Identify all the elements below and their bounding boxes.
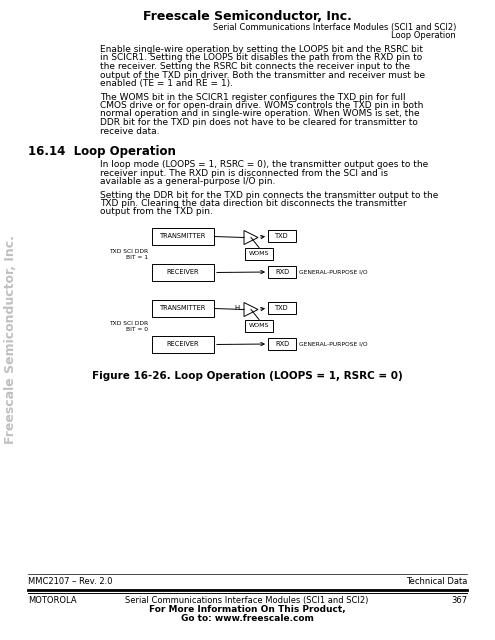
- Bar: [245, 319, 273, 332]
- Text: MOTOROLA: MOTOROLA: [28, 596, 77, 605]
- Text: TXD pin. Clearing the data direction bit disconnects the transmitter: TXD pin. Clearing the data direction bit…: [100, 199, 406, 208]
- Text: TRANSMITTER: TRANSMITTER: [160, 305, 206, 312]
- Text: receive data.: receive data.: [100, 127, 159, 136]
- Text: enabled (TE = 1 and RE = 1).: enabled (TE = 1 and RE = 1).: [100, 79, 233, 88]
- Text: Serial Communications Interface Modules (SCI1 and SCI2): Serial Communications Interface Modules …: [213, 23, 456, 32]
- Text: The WOMS bit in the SCICR1 register configures the TXD pin for full: The WOMS bit in the SCICR1 register conf…: [100, 93, 405, 102]
- Text: MMC2107 – Rev. 2.0: MMC2107 – Rev. 2.0: [28, 577, 112, 586]
- Text: output of the TXD pin driver. Both the transmitter and receiver must be: output of the TXD pin driver. Both the t…: [100, 70, 425, 79]
- Text: WOMS: WOMS: [249, 251, 269, 256]
- Text: CMOS drive or for open-drain drive. WOMS controls the TXD pin in both: CMOS drive or for open-drain drive. WOMS…: [100, 101, 423, 110]
- Text: Serial Communications Interface Modules (SCI1 and SCI2): Serial Communications Interface Modules …: [125, 596, 369, 605]
- Bar: [245, 248, 273, 259]
- Text: TXD: TXD: [275, 305, 289, 311]
- Text: RECEIVER: RECEIVER: [167, 342, 199, 348]
- Bar: [152, 336, 214, 353]
- Text: output from the TXD pin.: output from the TXD pin.: [100, 207, 213, 216]
- Text: TRANSMITTER: TRANSMITTER: [160, 234, 206, 239]
- Text: Figure 16-26. Loop Operation (LOOPS = 1, RSRC = 0): Figure 16-26. Loop Operation (LOOPS = 1,…: [92, 371, 402, 381]
- Text: DDR bit for the TXD pin does not have to be cleared for transmitter to: DDR bit for the TXD pin does not have to…: [100, 118, 418, 127]
- Text: normal operation and in single-wire operation. When WOMS is set, the: normal operation and in single-wire oper…: [100, 109, 420, 118]
- Text: receiver input. The RXD pin is disconnected from the SCI and is: receiver input. The RXD pin is disconnec…: [100, 168, 388, 177]
- Text: 16.14  Loop Operation: 16.14 Loop Operation: [28, 145, 176, 158]
- Text: Loop Operation: Loop Operation: [391, 31, 456, 40]
- Bar: [268, 338, 296, 350]
- Text: GENERAL-PURPOSE I/O: GENERAL-PURPOSE I/O: [299, 342, 368, 346]
- Text: TXD SCI DDR
BIT = 1: TXD SCI DDR BIT = 1: [109, 249, 148, 260]
- Text: RECEIVER: RECEIVER: [167, 269, 199, 275]
- Text: available as a general-purpose I/O pin.: available as a general-purpose I/O pin.: [100, 177, 275, 186]
- Text: Freescale Semiconductor, Inc.: Freescale Semiconductor, Inc.: [143, 10, 351, 23]
- Text: RXD: RXD: [275, 269, 289, 275]
- Text: WOMS: WOMS: [249, 323, 269, 328]
- Text: Technical Data: Technical Data: [405, 577, 467, 586]
- Text: 367: 367: [451, 596, 467, 605]
- Bar: [268, 266, 296, 278]
- Text: GENERAL-PURPOSE I/O: GENERAL-PURPOSE I/O: [299, 269, 368, 275]
- Bar: [268, 230, 296, 242]
- Text: For More Information On This Product,: For More Information On This Product,: [148, 605, 346, 614]
- Text: TXD SCI DDR
BIT = 0: TXD SCI DDR BIT = 0: [109, 321, 148, 332]
- Text: Enable single-wire operation by setting the LOOPS bit and the RSRC bit: Enable single-wire operation by setting …: [100, 45, 423, 54]
- Text: Setting the DDR bit for the TXD pin connects the transmitter output to the: Setting the DDR bit for the TXD pin conn…: [100, 191, 439, 200]
- Text: Go to: www.freescale.com: Go to: www.freescale.com: [181, 614, 313, 623]
- Text: TXD: TXD: [275, 233, 289, 239]
- Text: H: H: [234, 305, 240, 310]
- Bar: [152, 300, 214, 317]
- Bar: [152, 228, 214, 245]
- Text: the receiver. Setting the RSRC bit connects the receiver input to the: the receiver. Setting the RSRC bit conne…: [100, 62, 410, 71]
- Text: RXD: RXD: [275, 341, 289, 347]
- Text: in SCICR1. Setting the LOOPS bit disables the path from the RXD pin to: in SCICR1. Setting the LOOPS bit disable…: [100, 54, 422, 63]
- Text: Freescale Semiconductor, Inc.: Freescale Semiconductor, Inc.: [4, 236, 17, 444]
- Bar: [152, 264, 214, 281]
- Bar: [268, 302, 296, 314]
- Text: In loop mode (LOOPS = 1, RSRC = 0), the transmitter output goes to the: In loop mode (LOOPS = 1, RSRC = 0), the …: [100, 160, 428, 169]
